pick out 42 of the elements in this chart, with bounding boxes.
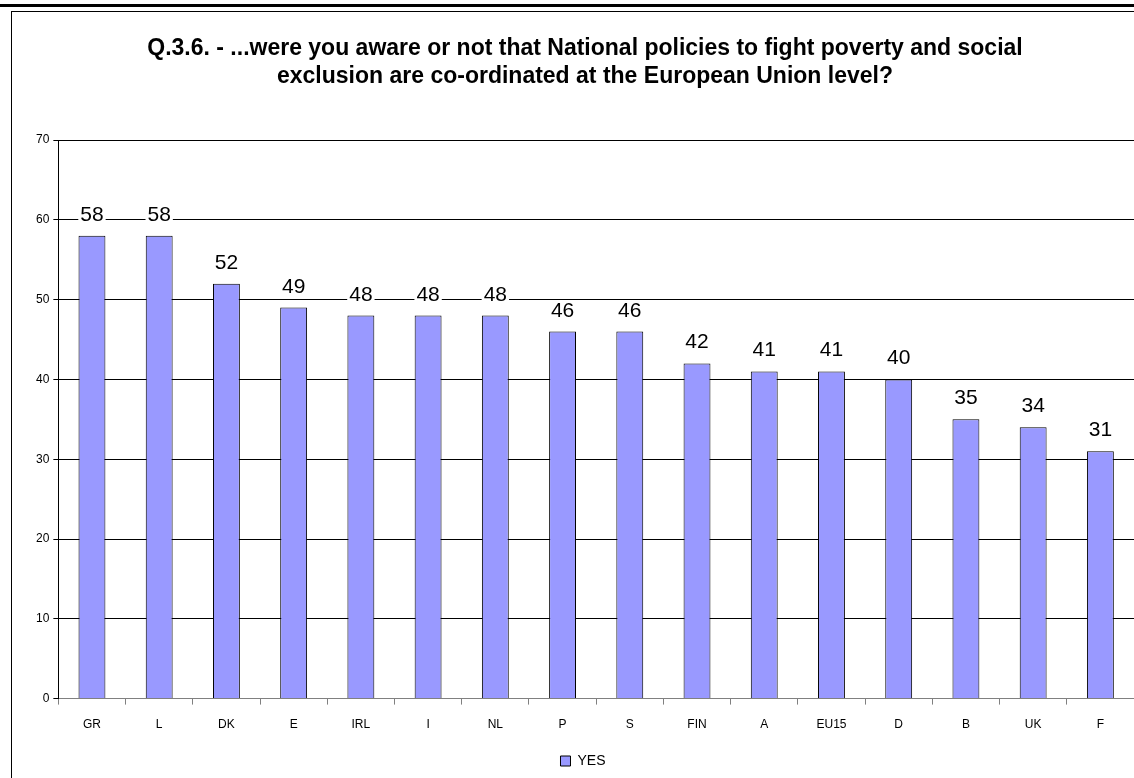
x-tick-label: E: [289, 717, 298, 732]
x-tick-label: S: [625, 717, 634, 732]
x-tick-label: B: [961, 717, 970, 732]
data-label: 46: [550, 297, 575, 321]
y-tick-label: 60: [35, 212, 50, 227]
x-tick-label: D: [894, 717, 904, 732]
x-tick-label: I: [426, 717, 430, 732]
y-tick-label: 50: [35, 291, 50, 306]
x-tick-label: IRL: [351, 717, 371, 732]
data-label: 34: [1021, 393, 1046, 417]
x-tick-label: GR: [82, 717, 102, 732]
chart-title: Q.3.6. - ...were you aware or not that National policies to fight poverty and social exclusion are co-ordinated at the European Union level?: [146, 33, 1024, 89]
data-label: 58: [80, 201, 104, 225]
y-tick-label: 30: [35, 451, 50, 466]
x-tick-label: NL: [487, 717, 504, 732]
data-label: 48: [349, 281, 373, 305]
data-label: 42: [685, 329, 709, 353]
y-tick-label: 70: [35, 132, 50, 147]
data-label: 41: [819, 337, 844, 361]
data-label: 41: [752, 337, 776, 361]
data-label: 48: [483, 281, 508, 305]
x-tick-label: F: [1096, 717, 1105, 732]
y-tick-label: 20: [35, 531, 50, 546]
y-tick-label: 10: [35, 611, 50, 626]
x-tick-label: EU15: [816, 717, 847, 732]
data-label: 35: [954, 385, 978, 409]
legend-label: YES: [577, 751, 606, 768]
x-tick-label: P: [558, 717, 567, 732]
x-tick-label: UK: [1024, 717, 1042, 732]
x-tick-label: FIN: [687, 717, 707, 732]
data-label: 40: [887, 345, 911, 369]
y-tick-label: 40: [35, 371, 50, 386]
data-label: 31: [1088, 417, 1113, 441]
x-tick-label: A: [760, 717, 769, 732]
data-label: 58: [147, 201, 171, 225]
data-label: 49: [281, 273, 306, 297]
x-tick-label: DK: [218, 717, 235, 732]
data-label: 52: [214, 249, 239, 273]
y-tick-label: 0: [42, 690, 50, 705]
data-label: 46: [618, 297, 642, 321]
x-tick-label: L: [155, 717, 163, 732]
data-label: 48: [416, 281, 440, 305]
